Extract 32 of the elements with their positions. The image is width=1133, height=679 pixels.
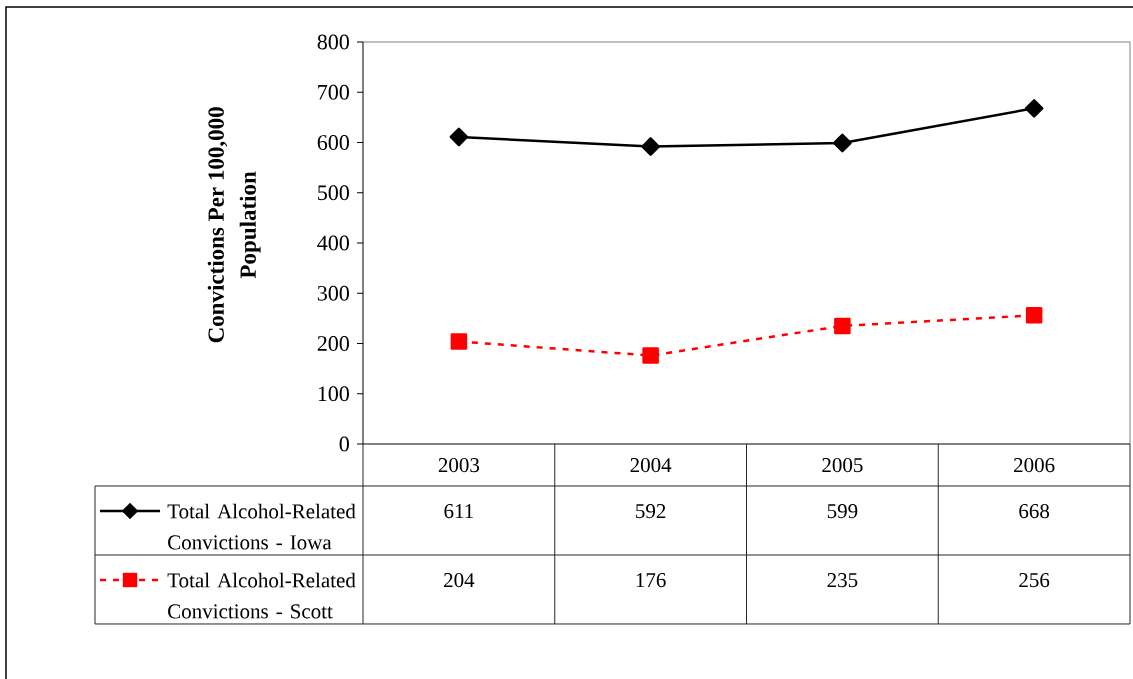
data-label: 599 [827, 504, 858, 519]
y-tick-label: 500 [318, 185, 349, 201]
point [449, 127, 469, 147]
point [1024, 99, 1044, 118]
data-label: 592 [636, 504, 666, 519]
x-tick-label: 2006 [1014, 458, 1055, 473]
legend-label: Total Alcohol-Related Convictions - Iowa [167, 503, 356, 550]
point [1025, 307, 1043, 324]
legend-label: Total Alcohol-Related Convictions - Scott [167, 572, 356, 619]
y-tick-label: 200 [317, 336, 349, 351]
data-label: 668 [1019, 504, 1050, 519]
y-tick-label: 800 [317, 34, 349, 50]
point [834, 317, 851, 335]
x-tick-label: 2003 [438, 458, 480, 473]
point [833, 133, 852, 153]
y-tick-label: 400 [317, 235, 349, 251]
y-tick-label: 300 [317, 285, 349, 301]
y-tick-label: 700 [318, 84, 349, 100]
point [450, 333, 468, 350]
y-tick-label: 100 [318, 386, 349, 402]
data-label: 176 [636, 573, 666, 588]
data-label: 256 [1019, 573, 1050, 588]
point [641, 137, 660, 156]
data-label: 611 [444, 504, 473, 519]
x-tick-label: 2004 [630, 458, 672, 473]
x-tick-label: 2005 [822, 458, 863, 473]
point [642, 347, 659, 364]
y-axis-title: Convictions Per 100,000 Population [207, 107, 261, 343]
data-label: 204 [444, 573, 475, 588]
data-label: 235 [827, 573, 858, 588]
y-tick-label: 0 [339, 436, 349, 452]
y-tick-label: 600 [317, 135, 349, 150]
